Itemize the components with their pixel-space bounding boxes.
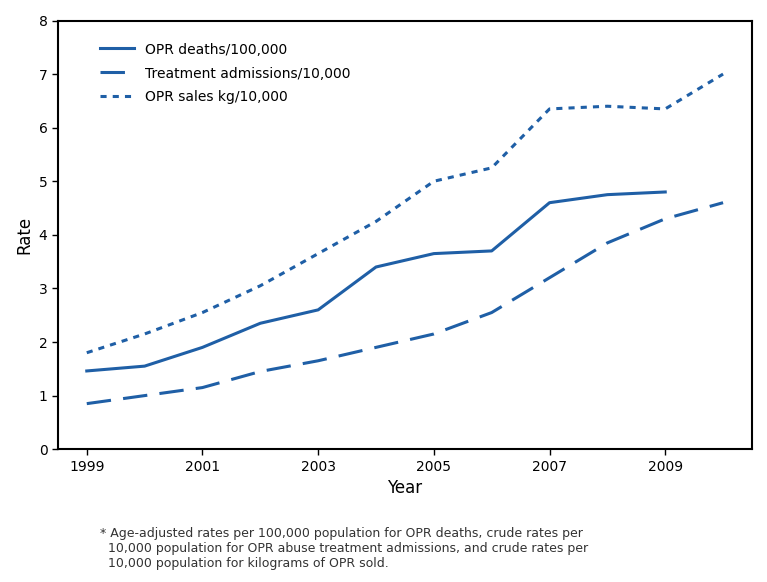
Y-axis label: Rate: Rate bbox=[15, 216, 33, 254]
X-axis label: Year: Year bbox=[387, 479, 423, 497]
Legend: OPR deaths/100,000, Treatment admissions/10,000, OPR sales kg/10,000: OPR deaths/100,000, Treatment admissions… bbox=[93, 36, 357, 111]
Text: * Age-adjusted rates per 100,000 population for OPR deaths, crude rates per
  10: * Age-adjusted rates per 100,000 populat… bbox=[100, 527, 588, 570]
